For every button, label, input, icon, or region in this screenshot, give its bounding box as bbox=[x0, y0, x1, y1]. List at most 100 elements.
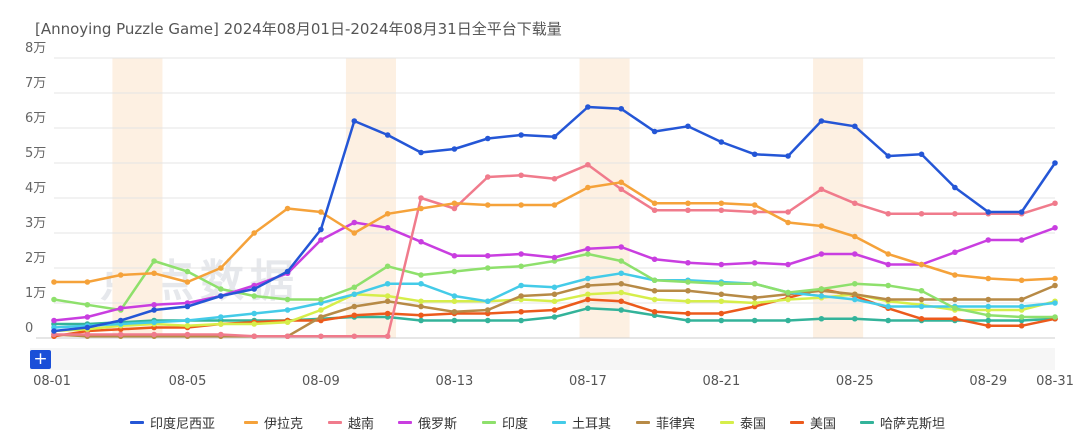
legend-swatch bbox=[860, 420, 874, 424]
data-point bbox=[484, 298, 491, 305]
chart-title: [Annoying Puzzle Game] 2024年08月01日-2024年… bbox=[35, 20, 562, 38]
data-point bbox=[1018, 209, 1025, 215]
data-point bbox=[518, 263, 524, 270]
data-point bbox=[551, 314, 558, 320]
data-point bbox=[918, 315, 925, 322]
data-point bbox=[685, 310, 691, 317]
legend-item[interactable]: 伊拉克 bbox=[244, 412, 303, 432]
data-point bbox=[84, 279, 91, 285]
data-point bbox=[318, 307, 324, 313]
data-point bbox=[551, 307, 558, 313]
data-point bbox=[852, 123, 858, 130]
data-point bbox=[618, 270, 625, 277]
data-point bbox=[184, 279, 191, 285]
legend-item[interactable]: 美国 bbox=[790, 412, 836, 432]
data-point bbox=[184, 268, 191, 275]
data-point bbox=[585, 296, 591, 303]
legend-swatch bbox=[482, 420, 496, 424]
data-point bbox=[685, 259, 691, 266]
data-point bbox=[184, 317, 191, 324]
data-point bbox=[451, 308, 458, 315]
data-point bbox=[585, 104, 591, 110]
data-point bbox=[818, 223, 825, 229]
legend-item[interactable]: 哈萨克斯坦 bbox=[860, 412, 945, 432]
data-point bbox=[918, 261, 925, 268]
data-point bbox=[818, 118, 825, 124]
y-tick-label: 2万 bbox=[25, 251, 46, 266]
data-point bbox=[651, 308, 658, 315]
legend-item[interactable]: 土耳其 bbox=[552, 412, 611, 432]
data-point bbox=[852, 291, 858, 298]
data-point bbox=[1018, 322, 1025, 329]
data-point bbox=[518, 308, 524, 315]
y-tick-label: 1万 bbox=[25, 286, 46, 301]
data-point bbox=[484, 174, 491, 180]
data-point bbox=[551, 291, 558, 298]
data-point bbox=[1018, 237, 1025, 243]
data-point bbox=[585, 245, 591, 252]
legend-item[interactable]: 泰国 bbox=[720, 412, 766, 432]
data-point bbox=[618, 258, 625, 264]
series-印度尼西亚 bbox=[51, 104, 1058, 334]
data-point bbox=[618, 307, 625, 313]
data-point bbox=[418, 312, 424, 319]
data-point bbox=[351, 284, 358, 291]
x-tick-label: 08-21 bbox=[702, 374, 740, 389]
data-point bbox=[1052, 224, 1058, 231]
data-point bbox=[818, 186, 825, 193]
data-point bbox=[952, 210, 958, 217]
legend-item[interactable]: 越南 bbox=[328, 412, 374, 432]
data-point bbox=[585, 161, 591, 168]
data-point bbox=[751, 259, 758, 266]
data-point bbox=[318, 226, 324, 233]
data-point bbox=[818, 251, 825, 257]
data-point bbox=[751, 280, 758, 287]
data-point bbox=[918, 287, 925, 294]
legend: 印度尼西亚 伊拉克 越南 俄罗斯 印度 土耳其 菲律宾 泰国 美国 哈萨克斯坦 bbox=[0, 412, 1080, 434]
data-point bbox=[418, 149, 424, 156]
y-tick-label: 8万 bbox=[25, 41, 46, 56]
data-point bbox=[618, 105, 625, 112]
data-point bbox=[685, 123, 691, 130]
legend-label: 印度 bbox=[502, 416, 529, 432]
data-point bbox=[384, 224, 391, 231]
data-point bbox=[318, 237, 324, 243]
data-point bbox=[418, 272, 424, 278]
data-point bbox=[651, 207, 658, 214]
data-point bbox=[518, 202, 524, 208]
data-point bbox=[151, 307, 157, 313]
data-point bbox=[585, 291, 591, 298]
data-point bbox=[618, 244, 625, 250]
data-point bbox=[985, 237, 992, 243]
data-point bbox=[918, 303, 925, 310]
data-point bbox=[518, 317, 524, 324]
legend-label: 印度尼西亚 bbox=[150, 416, 216, 432]
data-point bbox=[585, 282, 591, 289]
data-point bbox=[685, 200, 691, 207]
data-point bbox=[284, 307, 291, 313]
legend-item[interactable]: 印度尼西亚 bbox=[130, 412, 215, 432]
data-point bbox=[117, 331, 124, 338]
data-point bbox=[818, 315, 825, 322]
data-point bbox=[852, 280, 858, 287]
data-point bbox=[1018, 277, 1025, 284]
data-point bbox=[451, 200, 458, 207]
data-point bbox=[785, 261, 791, 268]
data-point bbox=[1018, 303, 1025, 310]
data-point bbox=[384, 263, 391, 270]
legend-label: 俄罗斯 bbox=[418, 416, 458, 432]
legend-item[interactable]: 菲律宾 bbox=[636, 412, 695, 432]
data-point bbox=[785, 209, 791, 215]
data-point bbox=[384, 280, 391, 287]
series-印度 bbox=[51, 251, 1058, 320]
y-tick-label: 3万 bbox=[25, 216, 46, 231]
data-point bbox=[852, 200, 858, 207]
data-point bbox=[151, 270, 157, 277]
legend-item[interactable]: 俄罗斯 bbox=[398, 412, 457, 432]
legend-item[interactable]: 印度 bbox=[482, 412, 528, 432]
zoom-add-button[interactable]: + bbox=[30, 350, 51, 369]
data-point bbox=[985, 312, 992, 319]
scroll-track bbox=[30, 348, 1055, 370]
data-point bbox=[785, 289, 791, 296]
data-point bbox=[418, 317, 424, 324]
